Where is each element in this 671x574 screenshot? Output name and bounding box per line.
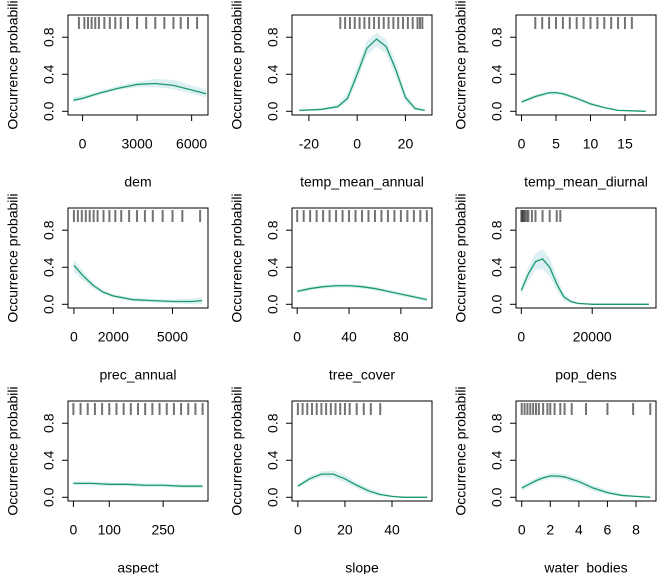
x-tick-label: 6 — [604, 522, 612, 538]
x-tick-label: 0 — [518, 522, 526, 538]
y-axis-label: Occurrence probabili — [5, 386, 21, 515]
y-axis-label: Occurrence probabili — [5, 193, 21, 322]
plot-box — [515, 400, 657, 502]
y-tick-label: 0.0 — [265, 101, 281, 121]
x-tick-label: 4 — [575, 522, 583, 538]
response-line — [299, 38, 425, 112]
y-tick-label: 0.0 — [41, 487, 57, 507]
y-tick-label: 0.0 — [265, 294, 281, 314]
x-tick-label: 20000 — [573, 329, 612, 345]
confidence-band — [299, 32, 425, 112]
confidence-band — [73, 78, 207, 103]
x-tick-label: 0 — [70, 329, 78, 345]
confidence-band — [297, 283, 427, 302]
x-tick-label: 2000 — [98, 329, 129, 345]
x-axis-label: prec_annual — [99, 367, 176, 383]
plot-box — [515, 14, 657, 116]
y-axis-label: Occurrence probabili — [229, 193, 245, 322]
x-tick-label: 3000 — [122, 136, 153, 152]
plot-box — [291, 400, 433, 502]
response-line — [297, 473, 428, 498]
x-tick-label: 0 — [294, 522, 302, 538]
x-tick-label: 6000 — [176, 136, 207, 152]
x-tick-label: 0 — [518, 136, 526, 152]
confidence-band — [521, 248, 649, 305]
y-tick-label: 0.0 — [265, 487, 281, 507]
x-tick-label: 2 — [546, 522, 554, 538]
plot-box — [67, 14, 209, 116]
y-tick-label: 0.0 — [489, 101, 505, 121]
y-axis-label: Occurrence probabili — [453, 386, 469, 515]
plot-box — [515, 207, 657, 309]
y-axis-label: Occurrence probabili — [229, 0, 245, 129]
x-axis-label: pop_dens — [555, 367, 617, 383]
x-tick-label: 250 — [151, 522, 175, 538]
y-axis-label: Occurrence probabili — [5, 0, 21, 129]
x-tick-label: 20 — [398, 136, 414, 152]
y-tick-label: 0.4 — [265, 257, 281, 277]
x-tick-label: 15 — [617, 136, 633, 152]
y-axis-label: Occurrence probabili — [453, 193, 469, 322]
x-tick-label: 40 — [384, 522, 400, 538]
y-tick-label: 0.4 — [41, 257, 57, 277]
y-tick-label: 0.4 — [489, 64, 505, 84]
y-tick-label: 0.0 — [41, 101, 57, 121]
x-tick-label: 0 — [353, 136, 361, 152]
x-axis-label: temp_mean_annual — [300, 174, 424, 190]
response-line — [521, 92, 646, 112]
response-line — [73, 264, 203, 303]
response-line — [521, 475, 651, 498]
y-tick-label: 0.8 — [489, 27, 505, 47]
y-tick-label: 0.0 — [489, 294, 505, 314]
y-tick-label: 0.8 — [41, 27, 57, 47]
x-axis-label: temp_mean_diurnal — [524, 174, 648, 190]
y-tick-label: 0.8 — [489, 413, 505, 433]
confidence-band — [297, 470, 428, 498]
x-tick-label: -20 — [299, 136, 319, 152]
x-axis-label: slope — [345, 560, 379, 574]
x-tick-label: 40 — [341, 329, 357, 345]
plot-box — [291, 14, 433, 116]
y-tick-label: 0.8 — [265, 413, 281, 433]
x-tick-label: 20 — [337, 522, 353, 538]
x-tick-label: 100 — [98, 522, 122, 538]
x-tick-label: 80 — [393, 329, 409, 345]
y-tick-label: 0.0 — [489, 487, 505, 507]
y-tick-label: 0.4 — [489, 257, 505, 277]
x-axis-label: water_bodies — [543, 560, 627, 574]
response-line — [73, 482, 203, 487]
x-tick-label: 0 — [517, 329, 525, 345]
x-tick-label: 5000 — [157, 329, 188, 345]
confidence-band — [73, 259, 203, 305]
y-tick-label: 0.0 — [41, 294, 57, 314]
response-line — [520, 258, 649, 305]
x-axis-label: aspect — [117, 560, 158, 574]
y-tick-label: 0.4 — [41, 450, 57, 470]
plot-box — [67, 207, 209, 309]
x-tick-label: 0 — [293, 329, 301, 345]
y-axis-label: Occurrence probabili — [229, 386, 245, 515]
y-tick-label: 0.8 — [265, 27, 281, 47]
y-tick-label: 0.4 — [265, 450, 281, 470]
y-axis-label: Occurrence probabili — [453, 0, 469, 129]
x-tick-label: 0 — [69, 522, 77, 538]
x-tick-label: 10 — [583, 136, 599, 152]
y-tick-label: 0.4 — [41, 64, 57, 84]
x-tick-label: 0 — [79, 136, 87, 152]
plot-box — [67, 400, 209, 502]
x-tick-label: 8 — [632, 522, 640, 538]
y-tick-label: 0.8 — [41, 413, 57, 433]
x-axis-label: dem — [124, 174, 151, 190]
x-axis-label: tree_cover — [329, 367, 395, 383]
plot-box — [291, 207, 433, 309]
y-tick-label: 0.4 — [265, 64, 281, 84]
response-line — [297, 285, 427, 301]
y-tick-label: 0.8 — [489, 220, 505, 240]
y-tick-label: 0.8 — [265, 220, 281, 240]
response-line — [73, 82, 207, 101]
x-tick-label: 5 — [552, 136, 560, 152]
y-tick-label: 0.8 — [41, 220, 57, 240]
y-tick-label: 0.4 — [489, 450, 505, 470]
